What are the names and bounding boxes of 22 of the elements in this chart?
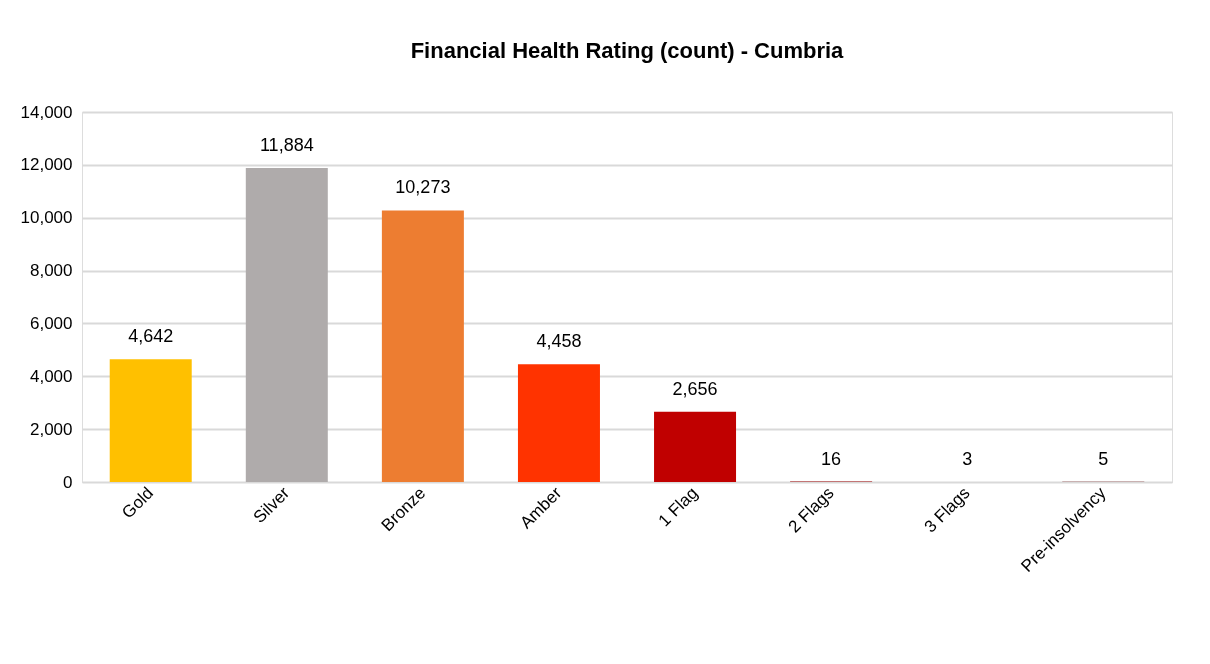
bar (381, 210, 464, 482)
y-tick-label: 0 (63, 472, 73, 492)
data-label: 4,642 (128, 326, 174, 347)
data-label: 16 (821, 448, 842, 469)
bar (245, 167, 328, 482)
bar (654, 411, 737, 482)
data-label: 3 (962, 448, 973, 469)
data-label: 2,656 (672, 378, 718, 399)
y-tick-label: 14,000 (20, 102, 73, 122)
y-tick-label: 2,000 (29, 419, 73, 439)
data-label: 4,458 (536, 331, 582, 352)
bar (517, 364, 600, 482)
y-tick-label: 4,000 (29, 366, 73, 386)
y-tick-label: 6,000 (29, 313, 73, 333)
y-tick-label: 10,000 (20, 208, 73, 228)
data-label: 10,273 (395, 177, 451, 198)
bar (109, 359, 192, 482)
chart-title: Financial Health Rating (count) - Cumbria (410, 38, 845, 63)
data-label: 5 (1098, 448, 1109, 469)
y-tick-label: 8,000 (29, 261, 73, 281)
data-label: 11,884 (259, 134, 314, 155)
y-tick-label: 12,000 (20, 155, 73, 175)
